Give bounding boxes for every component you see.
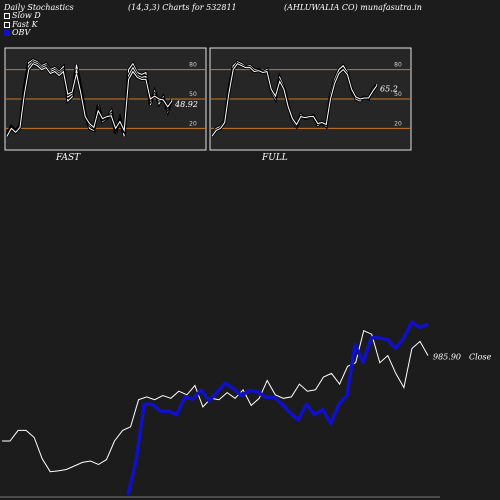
- chart-title: Daily Stochastics: [4, 3, 74, 12]
- full-last-value-label: 65.2: [380, 84, 398, 93]
- full-series-line-1: [211, 63, 378, 137]
- full-panel-label: FULL: [262, 153, 288, 163]
- legend-item-slow-d: Slow D: [4, 11, 41, 21]
- fast-tick-label: 50: [189, 91, 197, 98]
- full-tick-label: 80: [394, 62, 402, 69]
- legend-label: Slow D: [12, 11, 41, 20]
- fast-last-value-label: 48.92: [174, 100, 198, 109]
- obv-swatch: [4, 30, 10, 37]
- legend-item-fast-k: Fast K: [4, 19, 41, 30]
- fast-series-line-0: [6, 59, 173, 137]
- slow-d-swatch: [4, 13, 10, 20]
- fast-panel-label: FAST: [56, 153, 81, 163]
- chart-subtitle: (14,3,3) Charts for 532811: [128, 3, 237, 12]
- close-label: Close: [469, 353, 492, 362]
- legend-label: Fast K: [12, 19, 38, 29]
- legend-label: OBV: [12, 28, 31, 37]
- close-value-label: 985.90: [433, 353, 461, 362]
- full-tick-label: 20: [394, 120, 402, 127]
- legend-item-obv: OBV: [4, 28, 41, 38]
- fast-k-swatch: [4, 21, 10, 28]
- fast-series-line-2: [6, 63, 173, 137]
- full-tick-label: 50: [394, 91, 402, 98]
- chart-source: (AHLUWALIA CO) munafasutra.in: [284, 3, 422, 12]
- obv-line: [126, 320, 429, 496]
- fast-tick-label: 20: [189, 120, 197, 127]
- close-price-line: [2, 330, 429, 473]
- fast-tick-label: 80: [189, 62, 197, 69]
- legend: Slow D Fast K OBV: [4, 11, 41, 38]
